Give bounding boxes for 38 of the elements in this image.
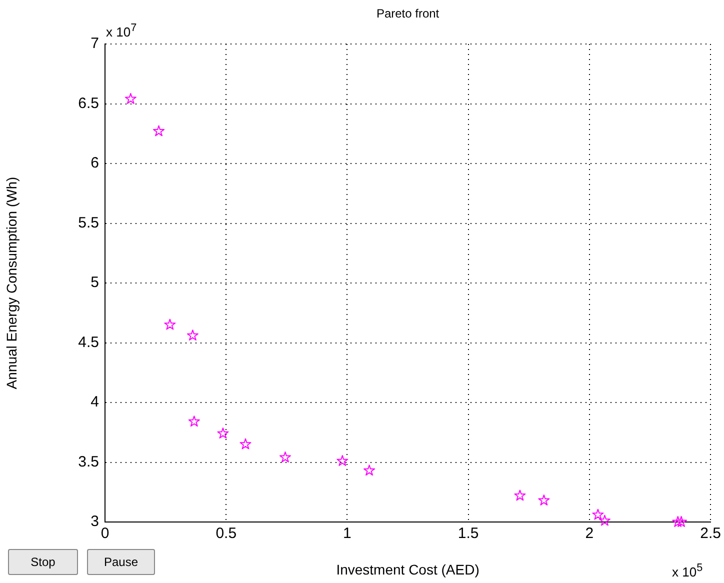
point bbox=[279, 451, 291, 462]
y-tick-label: 3 bbox=[90, 513, 99, 530]
point bbox=[676, 516, 687, 527]
y-tick-label: 3.5 bbox=[78, 453, 99, 470]
y-tick-label: 6 bbox=[90, 154, 99, 172]
x-tick-label: 0 bbox=[100, 525, 110, 542]
point bbox=[336, 455, 348, 466]
x-tick-label: 2 bbox=[585, 525, 594, 542]
point bbox=[124, 92, 136, 104]
chart-title: Pareto front bbox=[376, 6, 440, 20]
point bbox=[672, 516, 684, 527]
point bbox=[514, 490, 526, 501]
x-tick-label: 1 bbox=[343, 525, 352, 542]
y-axis-title: Annual Energy Consumption (Wh) bbox=[3, 176, 20, 390]
y-tick-label: 5.5 bbox=[78, 214, 99, 232]
y-tick-label: 5 bbox=[90, 274, 99, 292]
text: x 10$^{7}$ bbox=[106, 22, 137, 40]
point bbox=[186, 330, 198, 341]
point bbox=[598, 514, 610, 526]
text: Pause bbox=[87, 549, 155, 575]
y-tick-label: 6.5 bbox=[78, 94, 99, 112]
y-tick-label: 7 bbox=[90, 35, 99, 52]
y-tick-label: 4.5 bbox=[78, 334, 99, 351]
point bbox=[538, 494, 550, 506]
x-tick-label: 2.5 bbox=[700, 525, 722, 542]
point bbox=[364, 464, 376, 476]
point bbox=[164, 318, 176, 330]
point bbox=[217, 428, 229, 439]
y-tick-label: 4 bbox=[90, 394, 99, 411]
text: Stop bbox=[8, 549, 78, 575]
x-tick-label: 1.5 bbox=[458, 525, 479, 542]
point bbox=[592, 508, 604, 520]
x-axis-title: Investment Cost (AED) bbox=[336, 561, 480, 578]
text: x 10$^{5}$ bbox=[672, 562, 703, 580]
point bbox=[153, 125, 165, 136]
point bbox=[188, 416, 200, 427]
x-tick-label: 0.5 bbox=[216, 525, 237, 542]
point bbox=[240, 438, 252, 450]
